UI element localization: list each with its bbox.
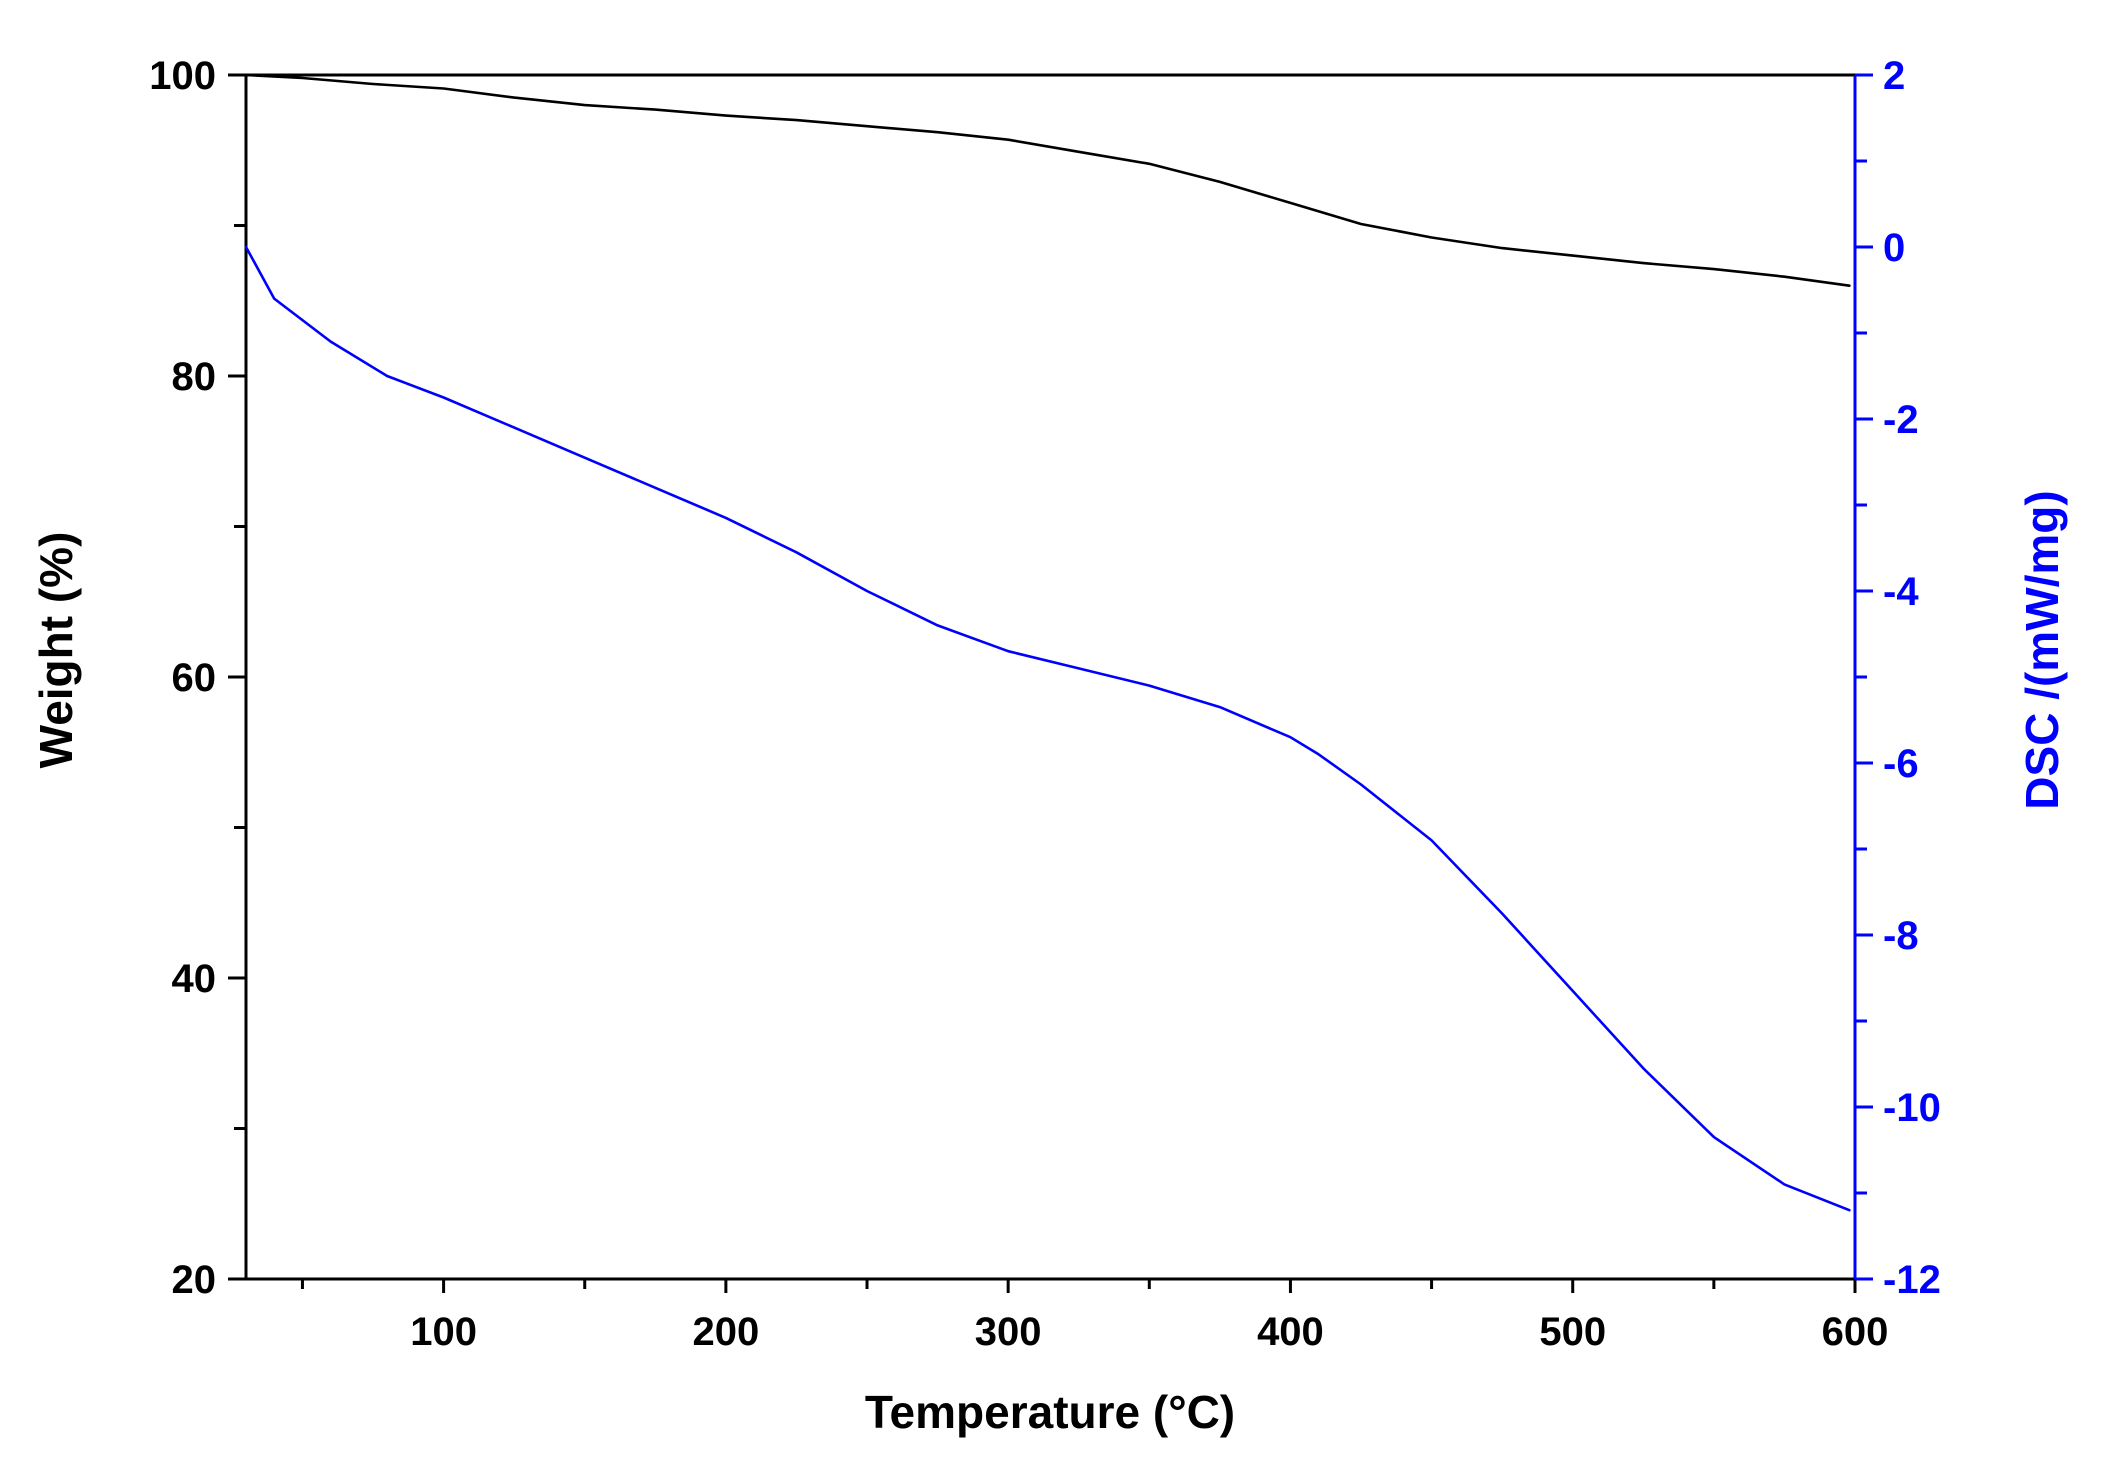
series-line-weight bbox=[244, 73, 1851, 288]
x-tick-label: 300 bbox=[975, 1310, 1042, 1354]
right-y-tick-label: -4 bbox=[1883, 570, 1919, 614]
right-y-tick-label: 2 bbox=[1883, 54, 1905, 98]
x-tick-label: 200 bbox=[693, 1310, 760, 1354]
left-y-tick-label: 20 bbox=[172, 1258, 217, 1302]
right-y-tick-label: -10 bbox=[1883, 1086, 1941, 1130]
right-y-axis-title: DSC /(mW/mg) bbox=[2016, 490, 2068, 809]
right-y-tick-label: -6 bbox=[1883, 742, 1919, 786]
x-axis-title: Temperature (°C) bbox=[865, 1386, 1235, 1438]
left-y-tick-label: 100 bbox=[149, 54, 216, 98]
plot-frame bbox=[244, 73, 1857, 1281]
right-y-tick-label: 0 bbox=[1883, 226, 1905, 270]
series-line-dsc bbox=[244, 245, 1851, 1212]
series-layer bbox=[244, 73, 1851, 1212]
right-y-tick-label: -2 bbox=[1883, 398, 1919, 442]
x-tick-label: 400 bbox=[1257, 1310, 1324, 1354]
right-y-tick-label: -8 bbox=[1883, 914, 1919, 958]
x-tick-label: 500 bbox=[1539, 1310, 1606, 1354]
right-y-tick-label: -12 bbox=[1883, 1258, 1941, 1302]
left-y-axis-title: Weight (%) bbox=[30, 532, 82, 769]
left-y-tick-label: 60 bbox=[172, 656, 217, 700]
x-tick-label: 100 bbox=[410, 1310, 477, 1354]
x-tick-label: 600 bbox=[1822, 1310, 1889, 1354]
axes-layer: 100 200 300 400 500 60020406080100-12-10-8-6-… bbox=[149, 54, 1941, 1354]
left-y-tick-label: 80 bbox=[172, 355, 217, 399]
left-y-tick-label: 40 bbox=[172, 957, 217, 1001]
